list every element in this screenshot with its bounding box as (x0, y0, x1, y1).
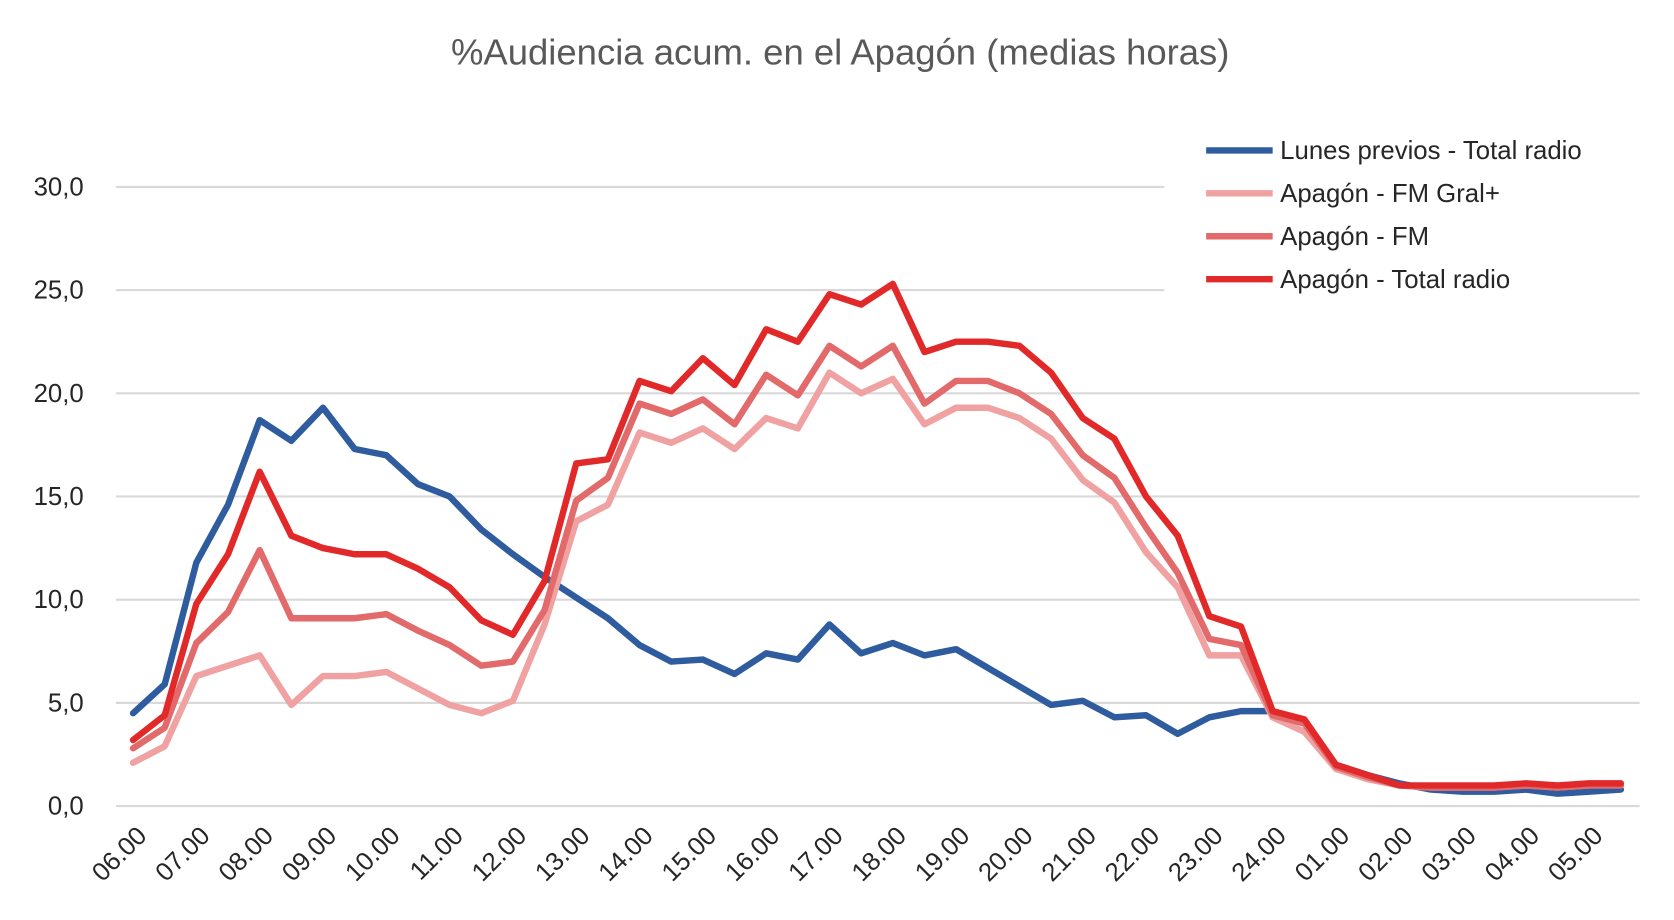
legend-label: Apagón - Total radio (1280, 266, 1510, 294)
series-line-3 (129, 280, 1625, 789)
legend-item: Lunes previos - Total radio (1206, 137, 1582, 165)
x-tick-label: 07.00 (150, 822, 215, 887)
legend: Lunes previos - Total radio Apagón - FM G… (1206, 137, 1582, 294)
x-tick-label: 03.00 (1416, 822, 1481, 887)
x-tick-label: 11.00 (405, 822, 469, 886)
x-tick-label: 21.00 (1037, 822, 1102, 887)
y-axis-ticks: 0,0 5,0 10,0 15,0 20,0 25,0 30,0 (34, 173, 84, 820)
y-tick-label: 0,0 (48, 793, 84, 821)
legend-item: Apagón - FM Gral+ (1206, 180, 1500, 208)
x-tick-label: 08.00 (214, 822, 279, 887)
x-tick-label: 04.00 (1480, 822, 1545, 887)
x-tick-label: 19.00 (910, 822, 975, 887)
x-tick-label: 02.00 (1353, 822, 1418, 887)
y-tick-label: 30,0 (34, 173, 84, 201)
y-tick-label: 25,0 (34, 277, 84, 305)
series-line-2 (129, 342, 1625, 791)
x-tick-label: 22.00 (1100, 822, 1165, 887)
x-tick-label: 05.00 (1543, 822, 1608, 887)
x-tick-label: 16.00 (720, 822, 785, 887)
x-tick-label: 18.00 (847, 822, 912, 887)
legend-item: Apagón - Total radio (1206, 266, 1510, 294)
chart-title: %Audiencia acum. en el Apagón (medias ho… (451, 32, 1229, 73)
legend-label: Apagón - FM Gral+ (1280, 180, 1500, 208)
x-tick-label: 17.00 (783, 822, 848, 887)
gridlines (115, 185, 1640, 808)
legend-label: Apagón - FM (1280, 223, 1429, 251)
y-tick-label: 10,0 (34, 586, 84, 614)
series-lines (129, 280, 1625, 797)
x-tick-label: 13.00 (530, 822, 595, 887)
x-tick-label: 10.00 (340, 822, 405, 887)
x-tick-label: 23.00 (1163, 822, 1228, 887)
x-tick-label: 24.00 (1227, 822, 1292, 887)
legend-label: Lunes previos - Total radio (1280, 137, 1582, 165)
x-tick-label: 15.00 (657, 822, 722, 887)
y-tick-label: 20,0 (34, 380, 84, 408)
x-tick-label: 14.00 (593, 822, 658, 887)
y-tick-label: 15,0 (34, 483, 84, 511)
series-line-1 (129, 369, 1625, 791)
x-tick-label: 01.00 (1290, 822, 1355, 887)
x-tick-label: 09.00 (277, 822, 342, 887)
y-tick-label: 5,0 (48, 689, 84, 717)
x-tick-label: 12.00 (467, 822, 532, 887)
legend-item: Apagón - FM (1206, 223, 1429, 251)
x-tick-label: 20.00 (973, 822, 1038, 887)
x-tick-label: 06.00 (87, 822, 152, 887)
